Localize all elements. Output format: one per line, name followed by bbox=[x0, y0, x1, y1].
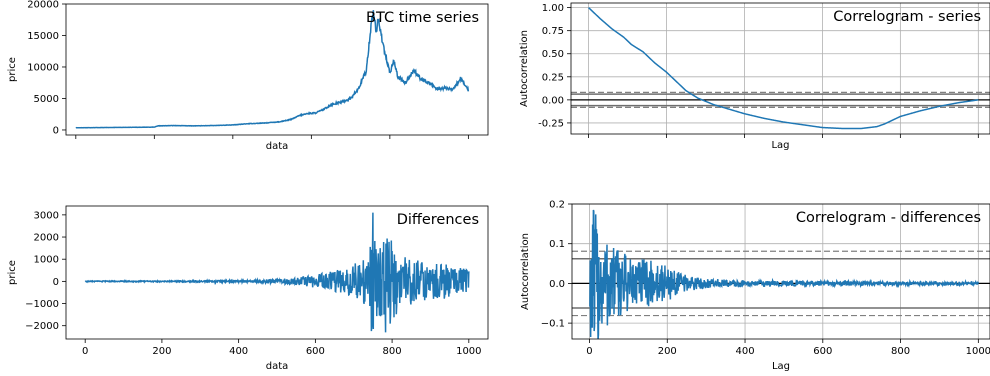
x-tick-label: 400 bbox=[229, 346, 248, 357]
y-tick-label: 3000 bbox=[34, 210, 59, 221]
y-axis-label: price bbox=[7, 260, 18, 285]
x-tick-label: 1000 bbox=[456, 346, 481, 357]
y-tick-label: −0.1 bbox=[541, 319, 565, 330]
y-tick-label: −1000 bbox=[25, 299, 59, 310]
y-tick-label: 10000 bbox=[27, 62, 59, 73]
y-axis-label: Autocorrelation bbox=[520, 233, 531, 310]
series-line bbox=[84, 212, 470, 333]
y-axis-label: Autocorrelation bbox=[519, 30, 530, 107]
x-tick-label: 600 bbox=[813, 346, 832, 357]
x-tick-label: 600 bbox=[306, 346, 325, 357]
chart-panel-bottom-left: 0 200 400 600 800 1000 −2000 −1000 0 1000 2000 3000… bbox=[7, 205, 489, 372]
y-axis-label: price bbox=[7, 57, 18, 82]
chart-panel-top-left: 0 5000 10000 15000 20000 data price BTC time se… bbox=[7, 0, 489, 152]
y-tick-label: 0 bbox=[53, 125, 59, 136]
chart-title: BTC time series bbox=[366, 10, 479, 26]
x-tick-label: 800 bbox=[891, 346, 910, 357]
series-line bbox=[589, 209, 980, 339]
x-tick-label: 200 bbox=[658, 346, 677, 357]
y-tick-label: 0.50 bbox=[542, 49, 564, 60]
x-axis-label: Lag bbox=[771, 140, 789, 151]
y-tick-label: 0.1 bbox=[549, 239, 565, 250]
x-tick-label: 1000 bbox=[966, 346, 990, 357]
chart-panel-bottom-right: 0 200 400 600 800 1000 −0.1 0.0 0.1 0.2 Lag Autocor… bbox=[520, 200, 990, 372]
x-tick-label: 400 bbox=[735, 346, 754, 357]
x-axis-label: data bbox=[266, 141, 289, 152]
chart-title: Correlogram - series bbox=[833, 9, 981, 25]
y-tick-label: 1.00 bbox=[542, 3, 564, 14]
y-tick-label: 0 bbox=[53, 277, 59, 288]
x-axis-label: Lag bbox=[772, 361, 790, 372]
y-tick-label: 0.2 bbox=[549, 200, 565, 211]
y-tick-label: 1000 bbox=[34, 255, 59, 266]
chart-title: Differences bbox=[397, 212, 479, 228]
y-tick-label: 5000 bbox=[34, 94, 59, 105]
axes-frame bbox=[570, 2, 990, 135]
x-tick-label: 200 bbox=[152, 346, 171, 357]
chart-title: Correlogram - differences bbox=[796, 210, 981, 226]
chart-panel-top-right: -0.25 0.00 0.25 0.50 0.75 1.00 Lag Autocorrelat… bbox=[519, 2, 990, 151]
y-tick-label: 0.25 bbox=[542, 72, 564, 83]
x-tick-label: 800 bbox=[383, 346, 402, 357]
y-tick-label: 0.00 bbox=[542, 95, 564, 106]
y-tick-label: 0.75 bbox=[542, 26, 564, 37]
y-tick-label: 0.0 bbox=[549, 279, 565, 290]
x-tick-label: 0 bbox=[82, 346, 88, 357]
series-line bbox=[588, 7, 979, 130]
x-tick-label: 0 bbox=[586, 346, 592, 357]
y-tick-label: -0.25 bbox=[538, 118, 564, 129]
x-axis-label: data bbox=[266, 361, 289, 372]
y-tick-label: 15000 bbox=[27, 31, 59, 42]
y-tick-label: 20000 bbox=[27, 0, 59, 11]
axes-frame bbox=[65, 3, 489, 136]
axes-frame bbox=[65, 205, 489, 340]
y-tick-label: 2000 bbox=[34, 233, 59, 244]
axes-frame bbox=[571, 203, 990, 340]
series-line bbox=[75, 10, 470, 129]
y-tick-label: −2000 bbox=[25, 321, 59, 332]
